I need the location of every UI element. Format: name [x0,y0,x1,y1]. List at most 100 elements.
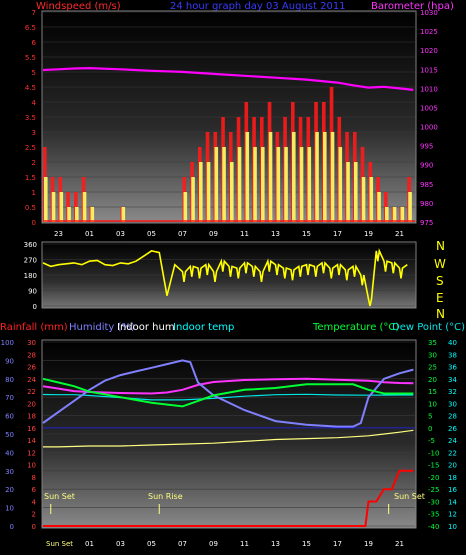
wind-gust-bar [222,147,226,222]
wind-xtick: 19 [364,230,373,238]
rain-ytick: 10 [27,462,36,470]
humidity-ytick: 40 [5,449,14,457]
baro-ytick: 1010 [420,85,438,93]
wind-gust-bar [51,192,56,222]
temperature-ytick: 25 [428,364,437,372]
humidity-ytick: 100 [1,339,14,347]
barometer-line [42,66,414,91]
wind-gust-bar [354,162,358,222]
temperature-ytick: 0 [428,425,432,433]
wind-gust-bar [230,162,234,222]
indoor-temp-ytick: 16 [448,486,457,494]
rain-ytick: 26 [27,364,36,372]
rain-ytick: 2 [32,511,36,519]
wind-ytick: 7 [32,9,36,17]
temperature-ytick: 15 [428,388,437,396]
wind-gust-bar [361,177,366,222]
wind-gust-bar [199,162,203,222]
temperature-ytick: 5 [428,413,432,421]
indoor-temp-ytick: 24 [448,437,457,445]
wind-gust-bar [392,207,397,222]
humidity-ytick: 30 [5,468,14,476]
wind-gust-bar [90,207,95,222]
temperature-ytick: -20 [428,474,439,482]
wind-xtick: 23 [54,230,63,238]
baro-ytick: 995 [420,143,433,151]
wind-gust-bar [75,207,79,222]
wind-gust-bar [59,192,64,222]
compass-s: S [436,274,444,288]
indoor-temp-ytick: 30 [448,400,457,408]
wind-gust-bar [284,147,288,222]
temperature-label: Temperature (°C) [312,322,399,333]
humidity-ytick: 70 [5,394,14,402]
temperature-ytick: 30 [428,351,437,359]
wind-gust-bar [261,147,265,222]
wind-gust-bar [338,147,343,222]
indoor-temp-ytick: 22 [448,449,457,457]
rain-ytick: 14 [27,437,36,445]
compass-labels: N W S E N [434,239,446,321]
humidity-ytick: 0 [10,523,14,531]
temp-xtick: 15 [302,540,311,548]
baro-ytick: 985 [420,181,433,189]
temperature-ytick: -10 [428,449,439,457]
rain-ytick: 30 [27,339,36,347]
baro-ytick: 1015 [420,66,438,74]
rain-ytick: 28 [27,351,36,359]
wind-gust-bar [268,132,273,222]
indoor-hum-label: Indoor hum [117,322,175,333]
humidity-line [42,359,414,428]
rainfall-label: Rainfall (mm) [0,322,68,333]
rain-ytick: 8 [32,474,36,482]
wind-ytick: 3.5 [25,114,36,122]
wind-xtick: 09 [209,230,218,238]
temp-xtick: 03 [116,540,125,548]
wind-ytick: 3 [32,129,36,137]
compass-e: E [436,291,444,305]
rain-ytick: 24 [27,376,36,384]
rain-ytick: 6 [32,486,37,494]
wind-xtick: 11 [240,230,249,238]
dew-point-label: Dew Point (°C) [392,322,465,333]
rain-ytick: 18 [27,413,36,421]
temperature-ytick: -5 [428,437,435,445]
indoor-temp-ytick: 20 [448,462,457,470]
barometer-label: Barometer (hpa) [371,1,454,12]
baro-ytick: 990 [420,162,433,170]
wind-gust-bar [346,162,350,222]
wind-gust-bar [245,132,250,222]
indoor-temp-ytick: 32 [448,388,457,396]
wind-direction-line [42,248,408,307]
wind-ytick: 5.5 [25,54,36,62]
wind-gust-bar [330,132,335,222]
wind-gust-bar [315,132,319,222]
indoor-temp-ytick: 12 [448,511,457,519]
sun-set-axis-label: Sun Set [46,540,73,548]
dir-ytick: 270 [24,257,37,265]
temp-xtick: 05 [147,540,156,548]
temperature-ytick: -25 [428,486,439,494]
sun-set-annotation-left: Sun Set [44,492,75,501]
indoor-temp-ytick: 14 [448,498,457,506]
wind-ytick: 4.5 [25,84,36,92]
wind-xtick: 21 [395,230,404,238]
humidity-ytick: 50 [5,431,14,439]
wind-gust-bar [400,207,405,222]
wind-ytick: 6.5 [25,24,36,32]
temperature-ytick: 10 [428,400,437,408]
compass-n-top: N [436,239,445,253]
humidity-label: Humidity (%) [69,322,135,333]
wind-ytick: 4 [32,99,37,107]
indoor-temp-line [43,429,414,448]
wind-gust-bar [253,147,257,222]
dir-ytick: 0 [33,303,37,311]
indoor-temp-ytick: 36 [448,364,457,372]
indoor-temp-ytick: 10 [448,523,457,531]
dew-point-line [42,393,414,401]
wind-ytick: 2.5 [25,144,36,152]
temp-xtick: 13 [271,540,280,548]
humidity-ytick: 10 [5,505,14,513]
wind-gust-bar [323,132,327,222]
wind-xtick: 13 [271,230,280,238]
